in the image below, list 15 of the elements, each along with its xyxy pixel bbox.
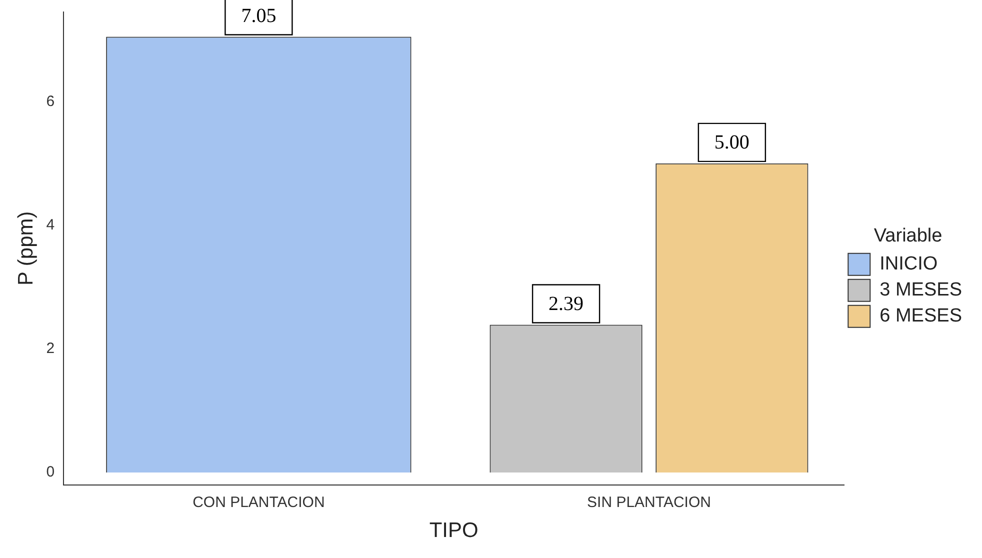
y-tick-label: 0 (46, 464, 55, 481)
y-axis-title: P (ppm) (14, 211, 38, 286)
y-tick-label: 4 (46, 216, 55, 234)
legend-title: Variable (874, 225, 942, 246)
legend-label: 6 MESES (880, 306, 962, 327)
y-tick-label: 6 (46, 92, 55, 110)
x-tick-label: CON PLANTACION (192, 494, 325, 511)
x-tick-label: SIN PLANTACION (587, 494, 711, 511)
x-axis-title: TIPO (429, 519, 478, 542)
legend-label: INICIO (880, 254, 938, 275)
legend-label: 3 MESES (880, 280, 962, 301)
data-label: 7.05 (241, 4, 276, 27)
data-label: 5.00 (714, 132, 750, 154)
data-label: 2.39 (548, 292, 584, 315)
y-tick-label: 2 (46, 340, 55, 357)
